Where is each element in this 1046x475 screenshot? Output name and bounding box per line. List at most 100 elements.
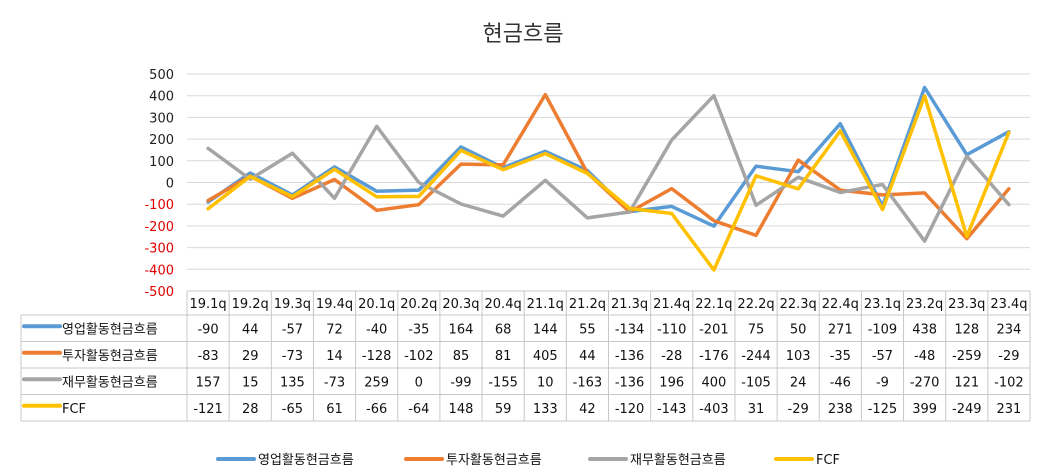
table-cell-value: -29 [788, 402, 809, 417]
table-cell-value: -249 [952, 402, 982, 417]
table-series-name: 투자활동현금흐름 [62, 349, 158, 364]
table-cell-value: 42 [579, 402, 596, 417]
series-line [206, 94, 1011, 272]
table-cell-value: -244 [741, 349, 771, 364]
table-cell-value: -83 [197, 349, 218, 364]
table-series-name: 재무활동현금흐름 [62, 375, 158, 390]
legend-label: 영업활동현금흐름 [258, 453, 354, 468]
table-cell-value: 61 [326, 402, 343, 417]
table-cell-value: -163 [573, 375, 603, 390]
table-cell-value: 438 [912, 322, 937, 337]
table-cell-value: -66 [366, 402, 387, 417]
table-cell-value: -176 [699, 349, 729, 364]
table-cell-value: -57 [282, 322, 303, 337]
table-cell-value: -65 [282, 402, 303, 417]
table-cell-value: 399 [912, 402, 937, 417]
table-cell-value: -64 [408, 402, 429, 417]
x-category-label: 20.2q [400, 297, 437, 312]
table-cell-value: -270 [910, 375, 940, 390]
table-cell-value: -28 [661, 349, 682, 364]
table-cell-value: -48 [914, 349, 935, 364]
table-cell-value: 157 [196, 375, 221, 390]
legend-label: FCF [816, 453, 840, 468]
table-cell-value: -110 [657, 322, 687, 337]
table-cell-value: 271 [828, 322, 853, 337]
table-cell-value: -73 [282, 349, 303, 364]
table-cell-value: -57 [872, 349, 893, 364]
table-cell-value: -259 [952, 349, 982, 364]
x-category-label: 19.2q [232, 297, 269, 312]
x-category-label: 23.2q [906, 297, 943, 312]
y-tick-label: 200 [149, 133, 174, 148]
table-cell-value: 31 [748, 402, 765, 417]
table-cell-value: 144 [533, 322, 558, 337]
data-table: 19.1q 19.2q 19.3q 19.4q 20.1q 20.2q 20.3q 20.4q… [20, 290, 1031, 422]
x-category-label: 21.4q [653, 297, 690, 312]
x-category-label: 22.3q [780, 297, 817, 312]
table-cell-value: -136 [615, 349, 645, 364]
table-cell-value: -109 [868, 322, 898, 337]
x-category-label: 22.4q [822, 297, 859, 312]
x-category-label: 23.1q [864, 297, 901, 312]
x-category-label: 23.4q [990, 297, 1027, 312]
table-cell-value: -128 [362, 349, 392, 364]
table-cell-value: 148 [449, 402, 474, 417]
table-cell-value: -102 [404, 349, 434, 364]
table-cell-value: 103 [786, 349, 811, 364]
table-cell-value: 234 [997, 322, 1022, 337]
table-cell-value: -102 [994, 375, 1024, 390]
x-category-label: 19.3q [274, 297, 311, 312]
table-cell-value: 85 [453, 349, 470, 364]
table-cell-value: 24 [790, 375, 807, 390]
x-category-label: 23.3q [948, 297, 985, 312]
table-cell-value: -46 [830, 375, 851, 390]
table-cell-value: -201 [699, 322, 729, 337]
table-cell-value: 400 [701, 375, 726, 390]
x-category-label: 22.1q [695, 297, 732, 312]
table-cell-value: 55 [579, 322, 596, 337]
table-cell-value: 196 [659, 375, 684, 390]
y-tick-label: 400 [149, 90, 174, 105]
table-cell-value: 15 [242, 375, 259, 390]
y-tick-label: -300 [144, 242, 174, 257]
table-cell-value: -35 [408, 322, 429, 337]
table-series-name: 영업활동현금흐름 [62, 322, 158, 337]
table-cell-value: 44 [242, 322, 259, 337]
x-category-label: 19.4q [316, 297, 353, 312]
table-cell-value: -90 [197, 322, 218, 337]
table-cell-value: 405 [533, 349, 558, 364]
table-cell-value: 14 [326, 349, 343, 364]
x-category-label: 21.1q [527, 297, 564, 312]
table-cell-value: 68 [495, 322, 512, 337]
x-category-label: 21.3q [611, 297, 648, 312]
y-tick-label: -400 [144, 263, 174, 278]
legend-label: 투자활동현금흐름 [446, 453, 542, 468]
table-series-name: FCF [62, 402, 86, 417]
table-cell-value: 128 [954, 322, 979, 337]
series-line [206, 93, 1011, 243]
table-cell-value: 10 [537, 375, 554, 390]
table-cell-value: 44 [579, 349, 596, 364]
x-category-label: 20.4q [485, 297, 522, 312]
y-tick-label: 100 [149, 155, 174, 170]
y-tick-label: 500 [149, 68, 174, 83]
y-tick-label: -200 [144, 220, 174, 235]
table-cell-value: 238 [828, 402, 853, 417]
table-cell-value: -9 [876, 375, 889, 390]
table-cell-value: 75 [748, 322, 765, 337]
table-cell-value: 28 [242, 402, 259, 417]
y-tick-label: 0 [166, 177, 174, 192]
table-cell-value: 72 [326, 322, 343, 337]
table-cell-value: 133 [533, 402, 558, 417]
series-lines [206, 85, 1011, 272]
table-cell-value: 135 [280, 375, 305, 390]
table-cell-value: 50 [790, 322, 807, 337]
table-cell-value: 29 [242, 349, 259, 364]
table-cell-value: -73 [324, 375, 345, 390]
table-cell-value: -403 [699, 402, 729, 417]
table-cell-value: 231 [997, 402, 1022, 417]
legend: 영업활동현금흐름 투자활동현금흐름 재무활동현금흐름 FCF [216, 453, 840, 468]
table-cell-value: 59 [495, 402, 512, 417]
table-cell-value: -143 [657, 402, 687, 417]
table-cell-value: -155 [488, 375, 518, 390]
